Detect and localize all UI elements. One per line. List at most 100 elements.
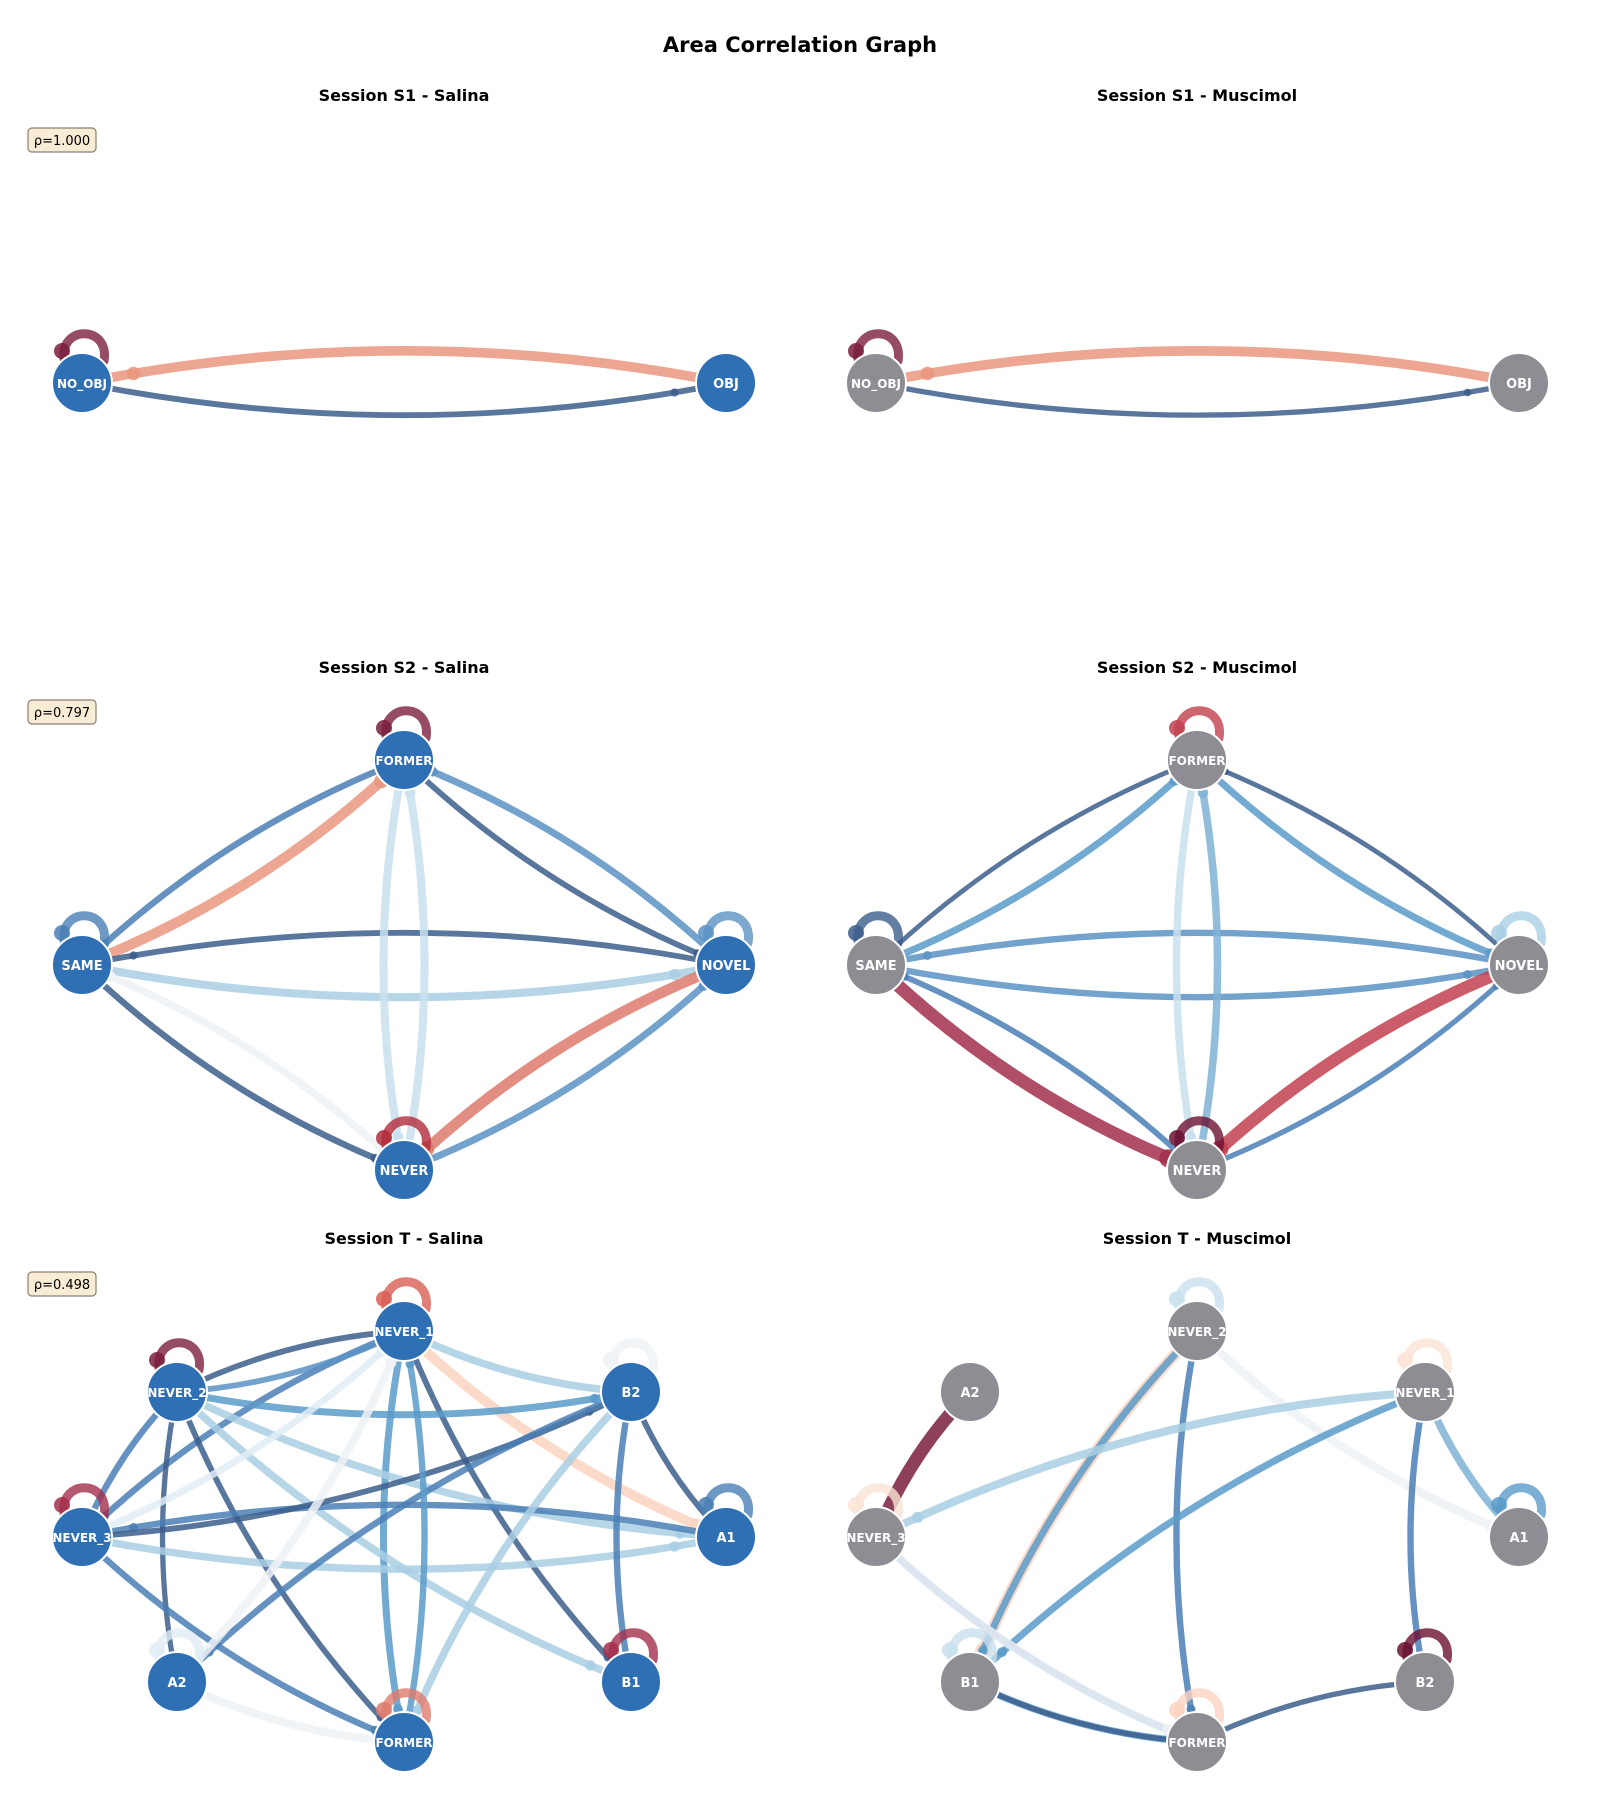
nodes: NEVER_2 A2 NEVER_1 NEVER_3 A1 B1 B2 FORMER	[845, 1300, 1550, 1773]
edge-b2-to-a2	[173, 1388, 635, 1686]
rho-value: ρ=0.498	[34, 1278, 90, 1293]
edge-never_1-to-former	[379, 1327, 408, 1746]
edge-never_2-to-b1	[964, 1325, 1203, 1688]
edge-no_obj-to-obj	[79, 380, 729, 419]
node-label: NEVER_1	[1395, 1386, 1454, 1401]
edge-arrowhead	[920, 366, 935, 381]
node-a1	[1488, 1506, 1550, 1568]
self-loop-arrowhead	[1169, 720, 1185, 736]
edge-never_3-to-former	[78, 1533, 408, 1746]
edge-same-to-never	[869, 958, 1204, 1177]
edge-arrowhead	[585, 1660, 596, 1671]
edge-same-to-never	[78, 961, 408, 1174]
edge-never_2-to-b1	[966, 1327, 1201, 1686]
rho-box: ρ=0.797	[27, 699, 97, 725]
edge-obj-to-no_obj	[77, 345, 731, 388]
edge-obj-to-no_obj	[871, 346, 1524, 388]
edge-former-to-same	[78, 756, 408, 969]
panel-title: Session T - Muscimol	[1103, 1229, 1292, 1248]
edge-b2-to-former	[400, 1388, 635, 1746]
node-a2	[939, 1361, 1001, 1423]
panel-title: Session S2 - Muscimol	[1097, 658, 1297, 677]
edge-never_1-to-b1	[401, 1328, 634, 1685]
edge-arrowhead	[1463, 388, 1472, 397]
edge-arrowhead	[997, 1647, 1007, 1657]
edges	[848, 706, 1546, 1177]
edge-a2-to-never_1	[172, 1326, 409, 1687]
self-loop-arrowhead	[54, 343, 70, 359]
node-a1	[695, 1506, 757, 1568]
node-no_obj	[51, 352, 113, 414]
edge-same-to-former	[76, 754, 410, 971]
rho-value: ρ=0.797	[34, 706, 90, 721]
self-loop-arrowhead	[149, 1352, 165, 1368]
edge-a1-to-never_3	[78, 1501, 730, 1541]
panel-s2-salina: Session S2 - Salina ρ=0.797 FORMER SAME NO…	[27, 658, 757, 1201]
self-loop-arrowhead	[1169, 1702, 1185, 1718]
self-loop-arrowhead	[698, 1497, 714, 1513]
self-loop-arrowhead	[848, 1497, 864, 1513]
edge-arrowhead	[922, 951, 932, 960]
edge-never_2-to-b1	[173, 1388, 635, 1686]
self-loop-arrowhead	[54, 925, 70, 941]
node-a2	[146, 1651, 208, 1713]
nodes: NO_OBJ OBJ	[845, 352, 1550, 414]
edge-never-to-novel	[400, 961, 730, 1174]
panel-s1-muscimol: Session S1 - Muscimol NO_OBJ OBJ	[845, 86, 1550, 418]
edge-never_2-to-b2	[173, 1388, 635, 1419]
node-obj	[1488, 352, 1550, 414]
self-loop-arrowhead	[149, 1642, 165, 1658]
edge-arrowhead	[912, 1511, 924, 1523]
self-loop-arrowhead	[376, 1702, 392, 1718]
panel-t-muscimol: Session T - Muscimol NEVER_2A2 NEVER_1NEV…	[845, 1229, 1550, 1773]
edge-same-to-novel	[872, 961, 1523, 1001]
edge-arrowhead	[589, 1393, 600, 1404]
node-label: B2	[622, 1386, 641, 1401]
node-no_obj	[845, 352, 907, 414]
rho-box-frame	[27, 699, 97, 725]
edge-never_1-to-never_3	[871, 1387, 1430, 1542]
node-label: B1	[961, 1676, 980, 1691]
node-label: NEVER_2	[147, 1386, 206, 1401]
rho-box: ρ=0.498	[27, 1271, 97, 1297]
edge-never-to-novel	[1194, 962, 1522, 1173]
self-loop-arrowhead	[1397, 1642, 1413, 1658]
node-label: A1	[1509, 1531, 1528, 1546]
node-label: FORMER	[1168, 1736, 1225, 1750]
node-b1	[600, 1651, 662, 1713]
node-label: SAME	[61, 959, 102, 974]
edge-arrowhead	[126, 366, 141, 381]
node-label: NEVER_3	[52, 1531, 111, 1546]
figure-title: Area Correlation Graph	[663, 33, 937, 57]
edge-b2-to-former	[1194, 1679, 1428, 1745]
edge-former-to-never	[1172, 756, 1201, 1174]
edge-former-to-never	[379, 755, 409, 1175]
node-label: NEVER	[380, 1164, 429, 1179]
edge-novel-to-never	[398, 959, 732, 1176]
node-never_2	[146, 1361, 208, 1423]
node-label: FORMER	[375, 754, 432, 768]
nodes: FORMER SAME NOVEL NEVER	[845, 729, 1550, 1201]
node-former	[1166, 1711, 1228, 1773]
self-loop-arrowhead	[376, 720, 392, 736]
self-loop-arrowhead	[698, 925, 714, 941]
self-loop-arrowhead	[376, 1130, 392, 1146]
self-loop-arrowhead	[1169, 1130, 1185, 1146]
edges	[54, 706, 753, 1176]
self-loop-arrowhead	[603, 1352, 619, 1368]
edge-never_2-to-a1	[173, 1388, 730, 1541]
node-label: A1	[716, 1531, 735, 1546]
node-same	[51, 934, 113, 996]
node-never_1	[1394, 1361, 1456, 1423]
panel-title: Session T - Salina	[324, 1229, 483, 1248]
panel-s2-muscimol: Session S2 - Muscimol FORMER SAME NOVEL NEV…	[845, 658, 1550, 1201]
node-former	[1166, 729, 1228, 791]
node-b2	[1394, 1651, 1456, 1713]
node-label: NEVER_2	[1167, 1325, 1226, 1340]
node-label: NEVER_1	[374, 1325, 433, 1340]
node-former	[373, 1711, 435, 1773]
edge-novel-to-former	[400, 756, 730, 969]
edge-novel-to-never	[1190, 958, 1526, 1177]
self-loop-arrowhead	[848, 343, 864, 359]
edge-never_2-to-former	[174, 1389, 407, 1745]
